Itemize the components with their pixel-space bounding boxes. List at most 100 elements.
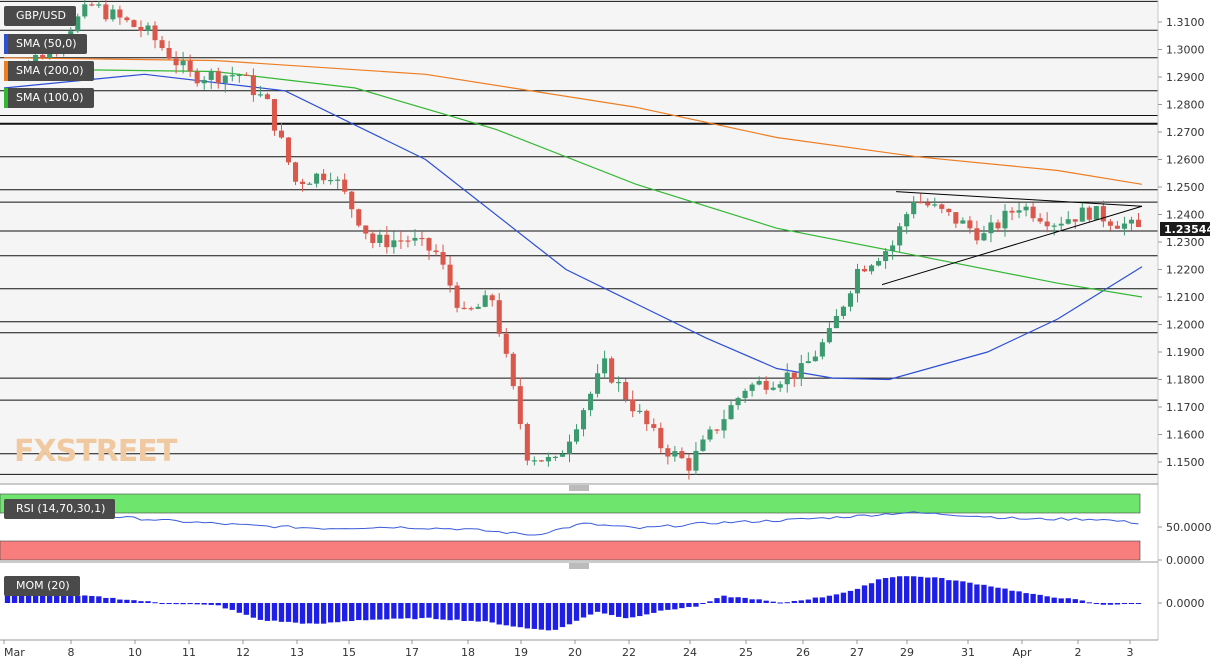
mom-bar [826,595,833,603]
candle-body [180,60,186,66]
candle-body [595,373,601,394]
candle-body [82,4,88,17]
candle-body [405,240,411,242]
mom-bar [1128,603,1135,604]
rsi-badge[interactable]: RSI (14,70,30,1) [4,499,116,519]
mom-bar [320,603,327,624]
candle-body [995,222,1001,229]
last-price-tag: 1.23544 [1160,222,1214,236]
candle-body [1023,206,1029,211]
time-tick-label: 17 [405,646,419,659]
mom-tick-label: 0.0000 [1166,597,1205,610]
rsi-axis: 50.0000 0.0000 [1158,521,1212,567]
candle-body [918,202,924,204]
sma50-badge[interactable]: SMA (50,0) [4,34,87,54]
candle-body [988,222,994,234]
mom-bar [447,603,453,621]
mom-bar [1016,591,1022,603]
candle-body [932,204,938,206]
mom-bar [75,595,81,603]
price-tick-label: 1.1600 [1166,429,1205,442]
mom-label: MOM (20) [16,579,70,592]
rsi-label: RSI (14,70,30,1) [16,502,106,515]
candles [4,0,1142,480]
candle-body [784,372,790,385]
mom-bar [1065,598,1071,603]
time-tick-label: 20 [568,646,582,659]
candle-body [602,358,608,374]
candle-body [468,308,474,310]
candle-body [426,238,432,251]
mom-bar [405,603,411,619]
candle-body [363,225,369,234]
time-tick-label: 13 [290,646,304,659]
candle-body [433,250,439,253]
mom-bar [763,600,769,603]
mom-bar [700,603,706,604]
rsi-line [7,511,1139,536]
mom-bar [932,577,938,603]
candle-body [447,264,453,286]
mom-bar [201,603,207,605]
mom-bar [187,603,193,605]
candle-body [700,439,706,451]
mom-bar [82,595,88,603]
mom-bar [250,603,257,618]
mom-bar [587,603,594,615]
price-tick-label: 1.2900 [1166,71,1205,84]
mom-bar [510,603,516,627]
last-price-value: 1.23544 [1164,223,1214,236]
candle-body [735,397,741,406]
mom-bar [173,603,179,605]
candle-body [243,74,249,76]
price-tick-label: 1.2700 [1166,126,1205,139]
mom-bar [918,576,924,603]
mom-bar [566,603,573,625]
candle-body [475,306,481,309]
candle-body [1121,223,1127,229]
mom-bar [1002,588,1008,603]
candle-body [707,429,713,440]
candle-body [257,94,263,96]
mom-bar [637,603,643,617]
mom-bar [925,577,931,603]
mom-bar [1107,603,1114,605]
mom-bar [103,597,109,603]
panel-divider-rsi[interactable] [0,483,1158,491]
mom-bar [370,603,376,620]
candle-body [1128,219,1134,224]
candle-body [370,233,376,243]
mom-bar [475,603,481,622]
mom-bar [770,601,776,603]
triangle-upper-line [896,191,1143,207]
mom-bar [819,597,826,603]
sma100-line [3,68,1143,298]
mom-bar [489,603,495,623]
mom-bar [1121,603,1128,604]
mom-badge[interactable]: MOM (20) [4,576,80,596]
candle-body [538,460,544,462]
candle-body [517,386,523,425]
mom-bar [433,603,439,620]
candle-body [869,265,875,272]
candle-body [110,9,116,20]
candle-body [623,381,629,400]
mom-bar [644,603,650,615]
mom-bar [1114,603,1121,605]
mom-bar [679,603,685,609]
candle-body [194,71,200,84]
time-tick-label: 24 [683,646,697,659]
mom-bar [707,601,713,603]
candle-body [644,410,650,425]
sma200-badge[interactable]: SMA (200,0) [4,61,94,81]
panel-divider-mom[interactable] [0,561,1158,569]
candle-body [890,245,896,252]
candle-body [981,233,987,241]
candle-body [672,451,678,457]
symbol-badge[interactable]: GBP/USD [4,6,76,26]
time-axis: Mar 8 10 11 12 13 15 17 18 19 20 22 24 25 26 27 29 31 Apr 2… [3,640,1134,659]
sma100-badge[interactable]: SMA (100,0) [4,88,94,108]
candle-body [545,456,551,462]
candle-body [271,99,277,131]
mom-bar [215,603,221,606]
